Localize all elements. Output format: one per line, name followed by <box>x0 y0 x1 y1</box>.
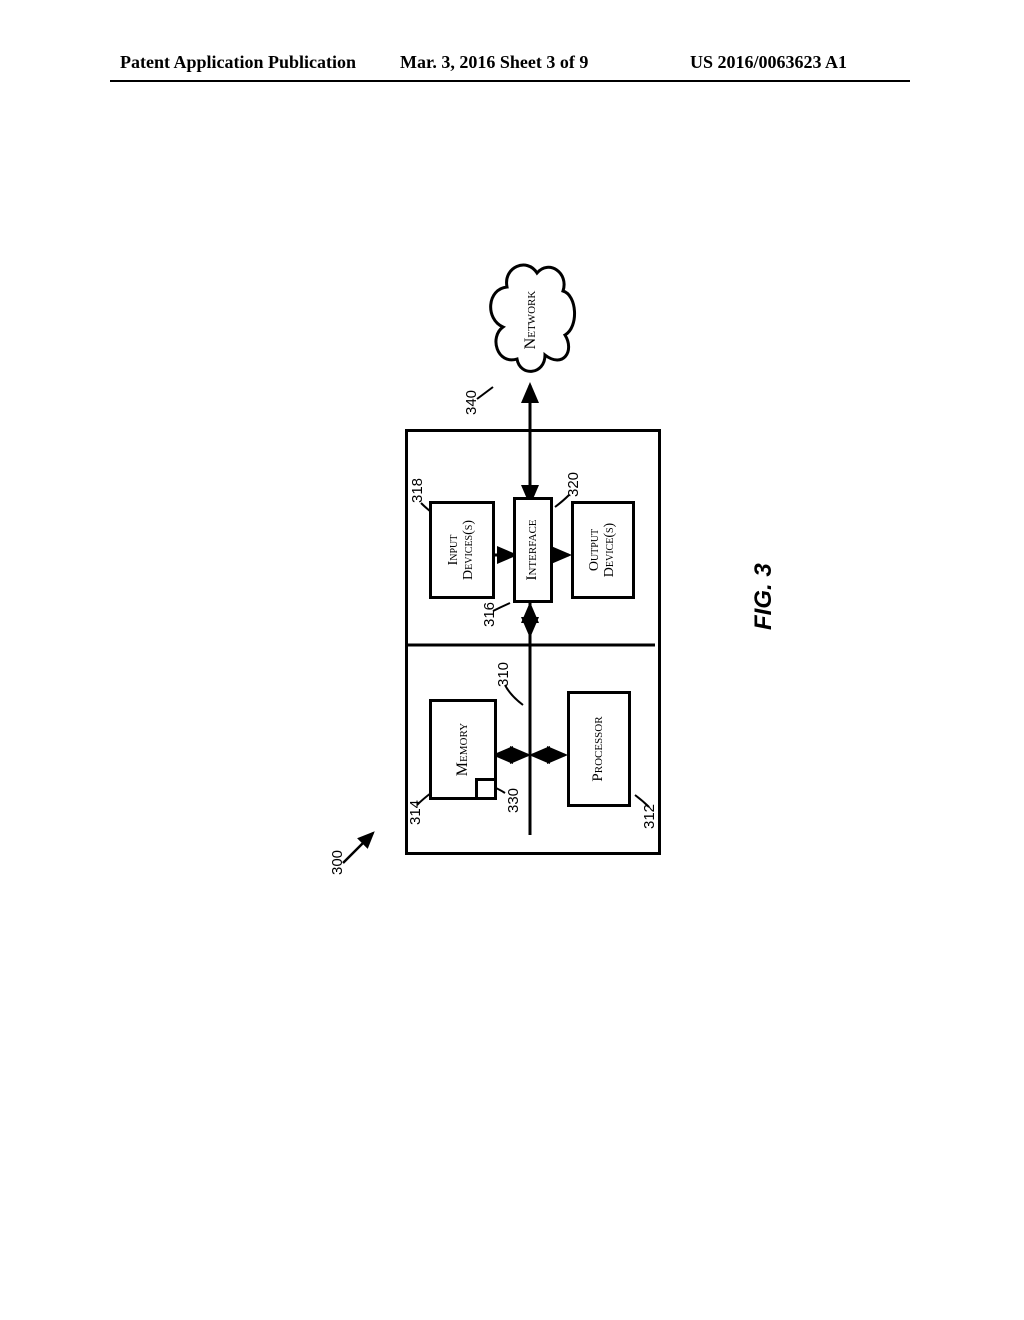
figure-caption: FIG. 3 <box>750 563 778 630</box>
output-label: Output <box>588 529 603 571</box>
ref-314: 314 <box>407 800 424 825</box>
ref-310: 310 <box>495 662 512 687</box>
memory-block: Memory <box>429 699 497 800</box>
interface-label: Interface <box>525 520 541 581</box>
ref-300-leader <box>343 823 383 863</box>
output-sublabel: Device(s) <box>603 523 618 577</box>
memory-sub-330 <box>475 778 497 800</box>
interface-block: Interface <box>513 497 553 603</box>
ref-318: 318 <box>409 478 426 503</box>
ref-340: 340 <box>463 390 480 415</box>
ref-316: 316 <box>481 602 498 627</box>
ref-312: 312 <box>641 804 658 829</box>
processor-block: Processor <box>567 691 631 807</box>
header-left: Patent Application Publication <box>120 52 356 73</box>
input-label: Input <box>447 535 462 566</box>
ref-330: 330 <box>505 788 522 813</box>
input-sublabel: Devices(s) <box>462 520 477 580</box>
memory-label: Memory <box>455 723 472 776</box>
header-rule <box>110 80 910 82</box>
page: Patent Application Publication Mar. 3, 2… <box>0 0 1024 1320</box>
network-cloud: Network <box>475 255 585 385</box>
diagram: 300 <box>405 435 655 855</box>
output-devices-block: Output Device(s) <box>571 501 635 599</box>
input-devices-block: Input Devices(s) <box>429 501 495 599</box>
header-mid: Mar. 3, 2016 Sheet 3 of 9 <box>400 52 588 73</box>
processor-label: Processor <box>591 716 607 781</box>
header-right: US 2016/0063623 A1 <box>690 52 847 73</box>
network-label: Network <box>522 291 539 350</box>
ref-320: 320 <box>565 472 582 497</box>
